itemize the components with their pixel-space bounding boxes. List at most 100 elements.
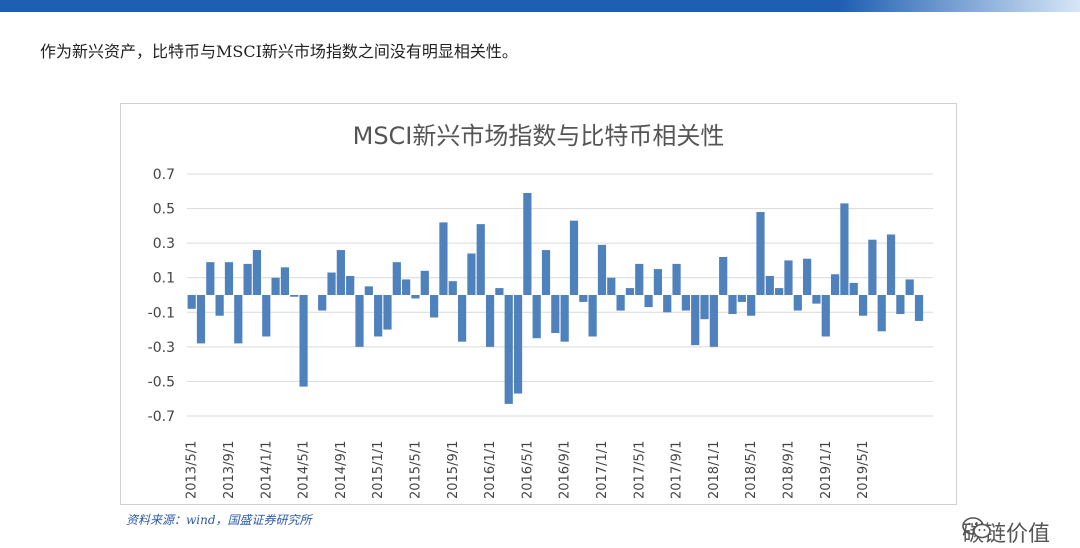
bar (709, 295, 718, 347)
bar (765, 275, 774, 295)
bar (803, 258, 812, 295)
x-tick-label: 2013/5/1 (185, 441, 200, 499)
x-tick-label: 2015/9/1 (446, 441, 461, 499)
bar (775, 288, 784, 295)
bar (560, 295, 569, 342)
bar (234, 295, 243, 344)
y-tick-label: 0.3 (153, 236, 175, 252)
bar (439, 222, 448, 295)
y-tick-label: -0.1 (148, 305, 175, 321)
bar (495, 288, 504, 295)
bar (411, 295, 420, 299)
bar (551, 295, 560, 334)
x-tick-label: 2017/5/1 (632, 441, 647, 499)
bar (821, 295, 830, 337)
bar (374, 295, 383, 337)
x-tick-label: 2014/9/1 (334, 441, 349, 499)
watermark: 碳链价值 (962, 516, 1050, 548)
bar (383, 295, 392, 330)
x-tick-label: 2013/9/1 (222, 441, 237, 499)
bar (691, 295, 700, 346)
bar (196, 295, 206, 344)
bar (849, 282, 858, 295)
bar (635, 263, 644, 295)
bar (830, 274, 840, 295)
bar (346, 275, 355, 295)
bar (886, 234, 896, 295)
bar (663, 295, 672, 313)
bar (840, 203, 849, 295)
bar (420, 270, 429, 295)
chart-title: MSCI新兴市场指数与比特币相关性 (353, 122, 725, 150)
bar (756, 212, 765, 295)
bar (504, 295, 513, 404)
bar (607, 277, 616, 295)
correlation-bar-chart: MSCI新兴市场指数与比特币相关性 0.7 0.5 0.3 0.1 -0.1 -0.3 -0.… (148, 122, 933, 499)
x-tick-label: 2016/5/1 (520, 441, 535, 499)
bar (262, 295, 271, 337)
bar (336, 250, 345, 295)
x-tick-label: 2018/1/1 (707, 441, 722, 499)
bar (224, 262, 234, 295)
x-tick-label: 2015/1/1 (371, 441, 386, 499)
chart-frame: MSCI新兴市场指数与比特币相关性 0.7 0.5 0.3 0.1 -0.1 -0.3 -0.… (120, 103, 957, 505)
y-tick-label: 0.7 (153, 167, 175, 183)
bar (457, 295, 467, 342)
bar (877, 295, 886, 332)
bar (364, 286, 373, 295)
bar (858, 295, 868, 316)
bar (747, 295, 756, 316)
x-tick-label: 2016/9/1 (558, 441, 573, 499)
y-tick-label: -0.3 (148, 340, 175, 356)
bar (579, 295, 588, 302)
bar (653, 269, 663, 295)
bar (355, 295, 364, 347)
x-tick-label: 2019/1/1 (819, 441, 834, 499)
bar (280, 267, 290, 295)
x-tick-label: 2018/5/1 (744, 441, 759, 499)
bar (812, 295, 821, 304)
bar (569, 220, 579, 295)
bar (896, 295, 905, 315)
bar (541, 250, 551, 295)
bar (737, 295, 746, 302)
x-tick-label: 2017/1/1 (595, 441, 610, 499)
bar (905, 279, 914, 295)
bar (485, 295, 495, 347)
bar (644, 295, 653, 308)
bar (513, 295, 523, 394)
x-tick-label: 2017/9/1 (670, 441, 685, 499)
y-tick-label: 0.5 (153, 202, 175, 218)
top-banner (0, 0, 1080, 12)
bar (252, 250, 262, 295)
bar (467, 253, 476, 295)
y-tick-label: 0.1 (153, 271, 175, 287)
x-tick-label: 2014/5/1 (297, 441, 312, 499)
bar (523, 193, 532, 295)
bar (914, 295, 924, 321)
bar (784, 260, 793, 295)
bar (187, 295, 196, 309)
bar (327, 272, 336, 295)
y-tick-label: -0.7 (148, 409, 175, 425)
bar (448, 281, 457, 295)
bar (402, 279, 411, 295)
bar (588, 295, 597, 337)
source-note: 资料来源：wind，国盛证券研究所 (126, 513, 312, 527)
bar (719, 256, 728, 295)
x-tick-label: 2019/5/1 (856, 441, 871, 499)
bar (728, 295, 737, 315)
bar (271, 277, 280, 295)
bar (616, 295, 625, 311)
bar (868, 239, 877, 295)
x-tick-label: 2018/9/1 (781, 441, 796, 499)
bar (476, 224, 485, 295)
bar (597, 244, 607, 295)
bar (392, 262, 401, 295)
bar (672, 263, 681, 295)
bar (318, 295, 327, 311)
bar (206, 262, 215, 295)
bar (532, 295, 541, 339)
bar (793, 295, 802, 311)
x-tick-label: 2015/5/1 (408, 441, 423, 499)
